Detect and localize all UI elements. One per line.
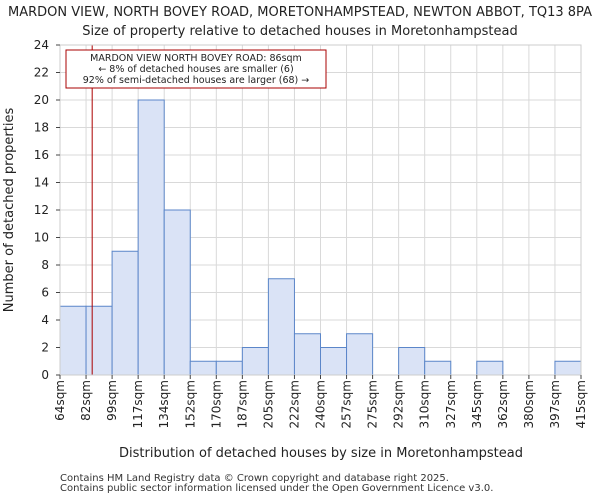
annotation-line-3: 92% of semi-detached houses are larger (…	[83, 75, 310, 86]
x-axis-label: Distribution of detached houses by size …	[119, 446, 523, 461]
x-tick-label: 222sqm	[287, 380, 301, 428]
y-axis-label: Number of detached properties	[2, 108, 17, 313]
x-tick-label: 99sqm	[105, 380, 119, 421]
footer-line-2: Contains public sector information licen…	[60, 483, 494, 494]
x-tick-label: 205sqm	[261, 380, 275, 428]
histogram-bar	[137, 99, 165, 376]
chart-title-line-2: Size of property relative to detached ho…	[82, 24, 518, 39]
annotation-line-2: ← 8% of detached houses are smaller (6)	[98, 64, 293, 75]
y-tick-label: 6	[41, 286, 49, 300]
x-tick-label: 292sqm	[392, 380, 406, 428]
y-tick-label: 0	[41, 368, 49, 382]
y-tick-label: 22	[34, 66, 49, 80]
x-tick-label: 134sqm	[157, 380, 171, 428]
histogram-bar	[424, 360, 452, 376]
x-tick-label: 257sqm	[340, 380, 354, 428]
x-tick-label: 327sqm	[444, 380, 458, 428]
annotation-line-1: MARDON VIEW NORTH BOVEY ROAD: 86sqm	[90, 53, 302, 64]
y-tick-label: 12	[34, 203, 49, 217]
histogram-bar	[189, 360, 217, 376]
x-tick-label: 275sqm	[366, 380, 380, 428]
y-tick-label: 8	[41, 258, 49, 272]
x-tick-label: 415sqm	[574, 380, 588, 428]
x-tick-label: 152sqm	[183, 380, 197, 428]
x-tick-label: 117sqm	[131, 380, 145, 428]
y-tick-label: 18	[34, 121, 49, 135]
x-tick-label: 397sqm	[548, 380, 562, 428]
x-tick-label: 362sqm	[496, 380, 510, 428]
footer-line-1: Contains HM Land Registry data © Crown c…	[60, 473, 449, 484]
x-tick-label: 310sqm	[418, 380, 432, 428]
histogram-bar	[85, 305, 113, 376]
x-tick-label: 82sqm	[79, 380, 93, 421]
y-tick-label: 20	[34, 93, 49, 107]
histogram-bar	[241, 347, 269, 376]
histogram-bar	[346, 333, 374, 376]
x-axis-ticks: 64sqm 82sqm 99sqm 117sqm 134sqm 152sqm 170sqm 1…	[53, 375, 588, 428]
x-tick-label: 345sqm	[470, 380, 484, 428]
histogram-bar	[215, 360, 243, 376]
y-tick-label: 24	[34, 38, 49, 52]
x-tick-label: 170sqm	[209, 380, 223, 428]
y-tick-label: 14	[34, 176, 49, 190]
x-tick-label: 240sqm	[314, 380, 328, 428]
histogram-bar	[111, 250, 139, 376]
x-tick-label: 380sqm	[522, 380, 536, 428]
y-tick-label: 10	[34, 231, 49, 245]
annotation: MARDON VIEW NORTH BOVEY ROAD: 86sqm ← 8%…	[65, 49, 327, 89]
histogram-bar	[320, 347, 348, 376]
annotation-box	[65, 49, 327, 89]
y-tick-label: 4	[41, 313, 49, 327]
histogram-bar	[293, 333, 322, 376]
histogram-bar	[476, 360, 504, 376]
histogram-bar	[554, 360, 582, 376]
histogram-bar	[267, 278, 295, 376]
y-tick-label: 16	[34, 148, 49, 162]
histogram-bar	[398, 347, 426, 376]
y-tick-label: 2	[41, 341, 49, 355]
histogram-bar	[59, 305, 87, 376]
histogram-bar	[163, 209, 191, 376]
x-tick-label: 64sqm	[53, 380, 67, 421]
bars-layer	[59, 99, 582, 376]
x-tick-label: 187sqm	[235, 380, 249, 428]
chart-title-line-1: MARDON VIEW, NORTH BOVEY ROAD, MORETONHA…	[8, 5, 592, 20]
